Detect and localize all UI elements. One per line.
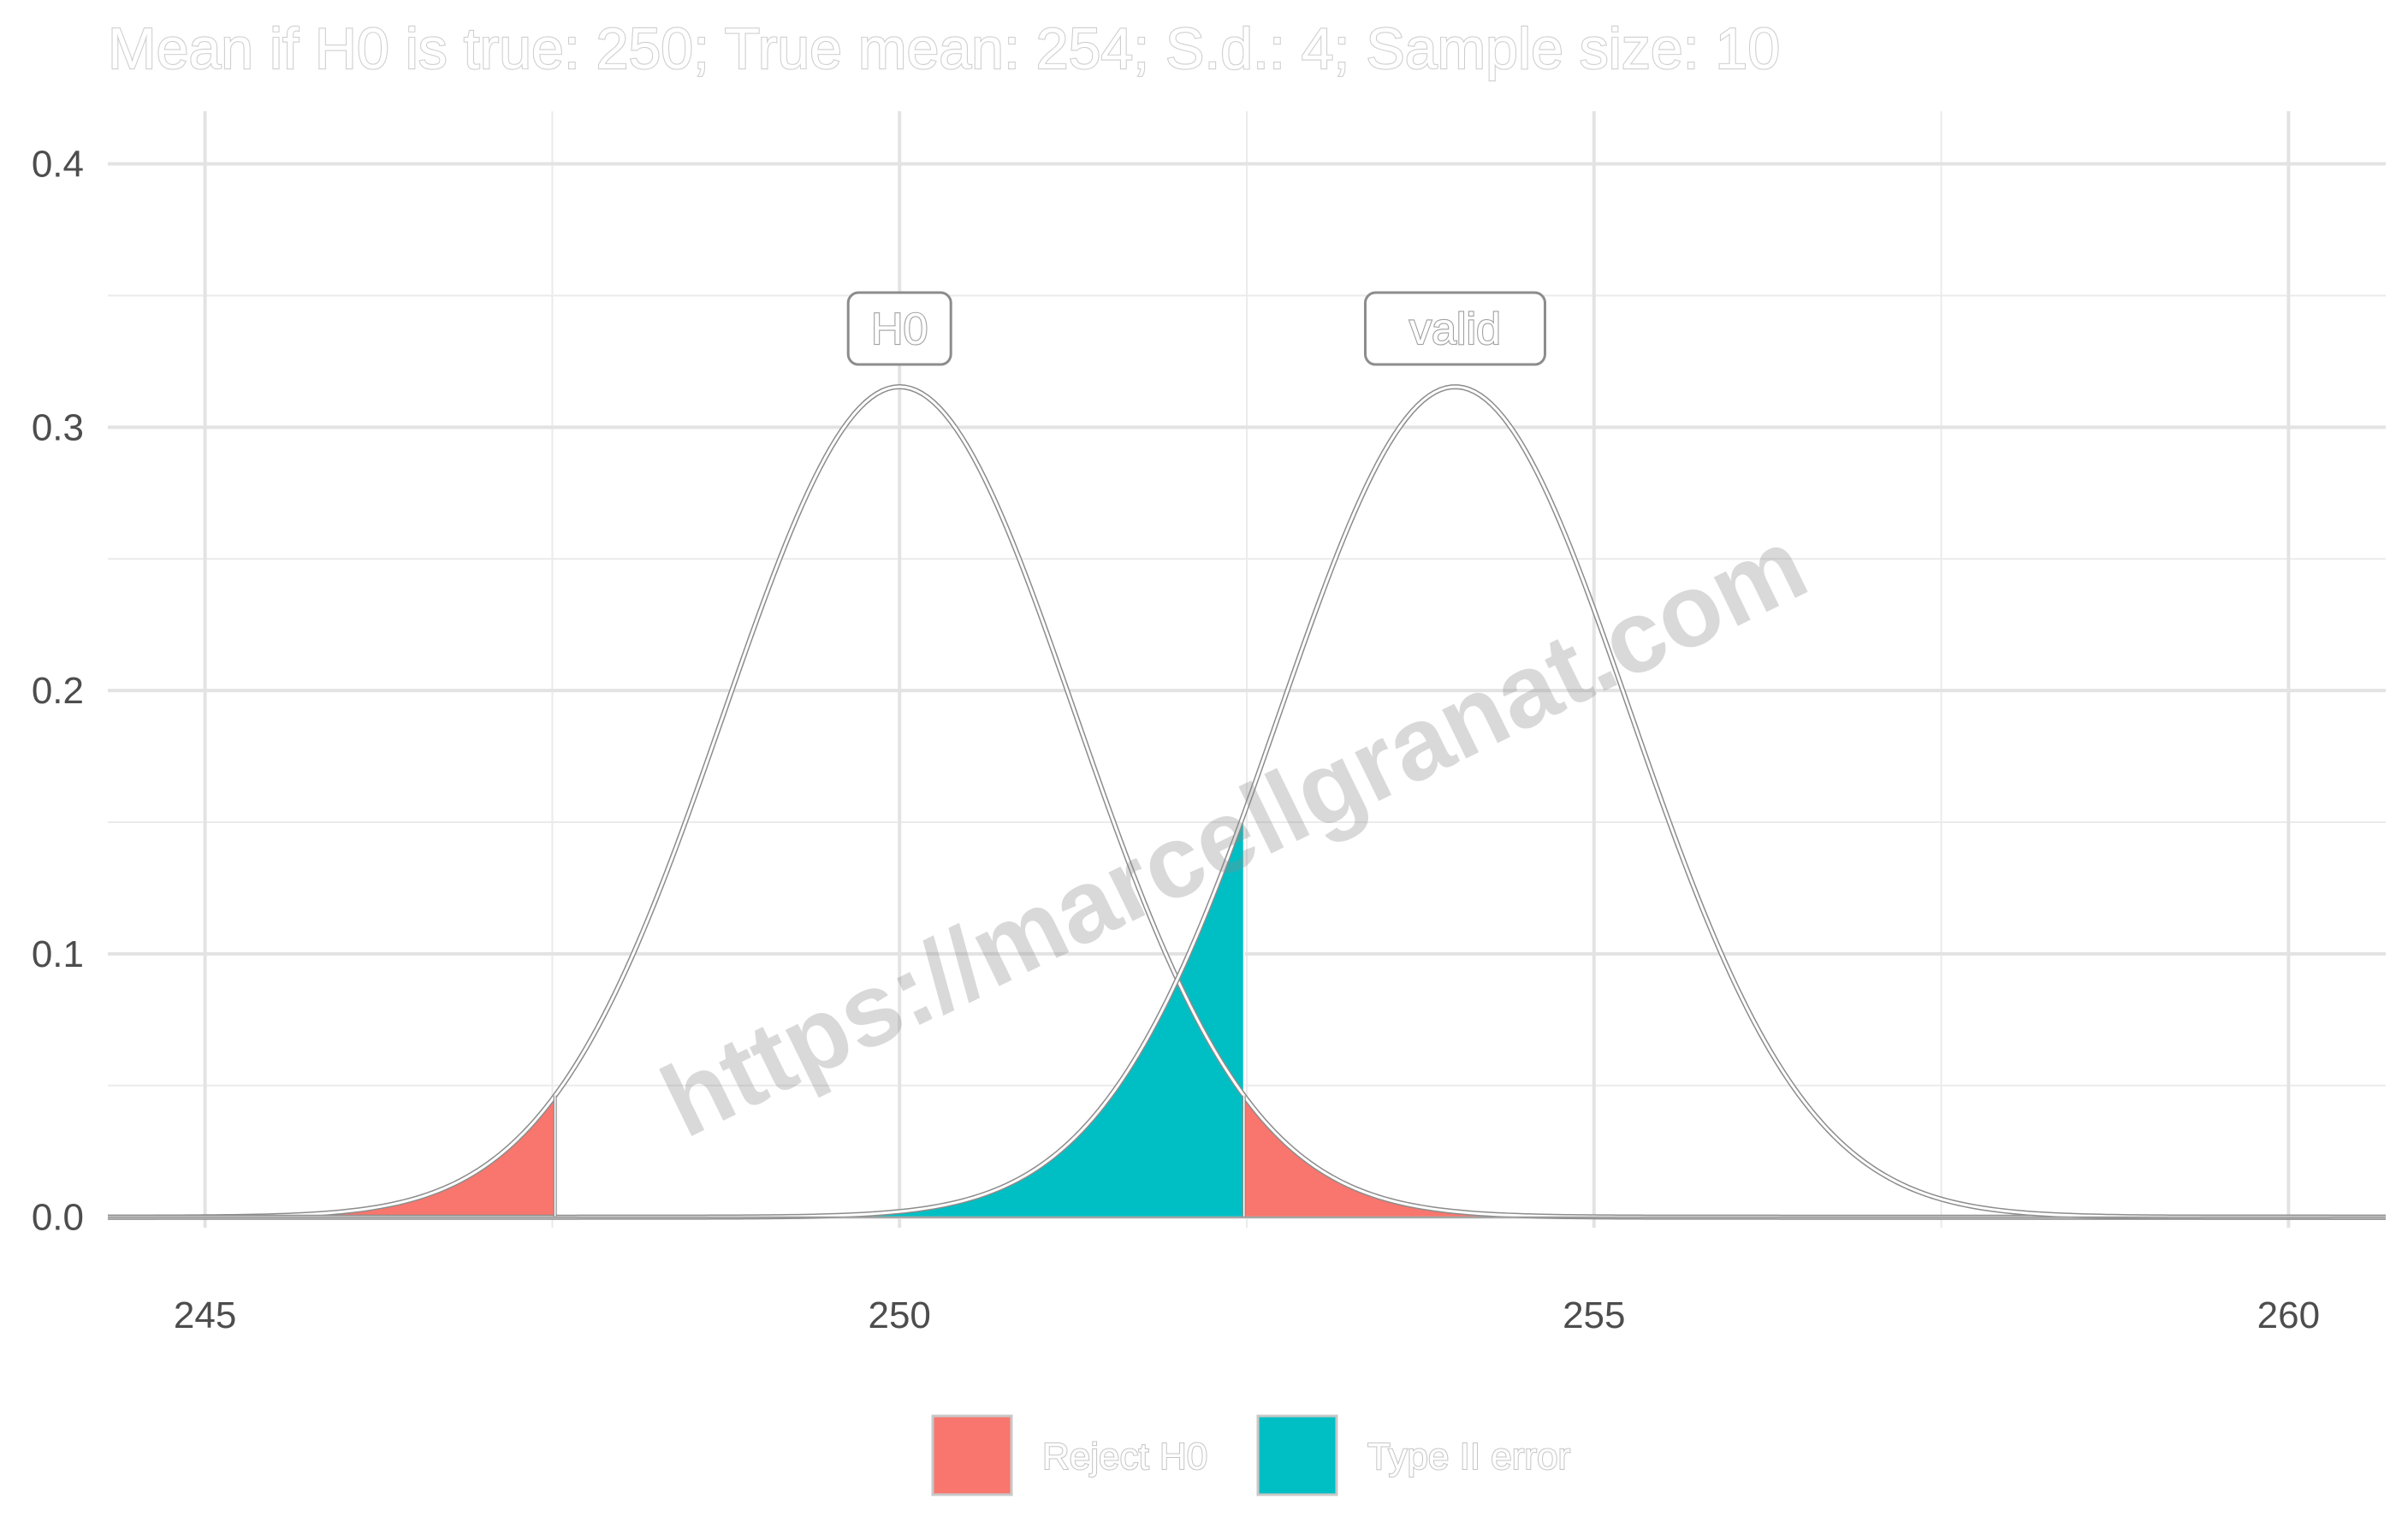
legend-key-2 xyxy=(1256,1414,1338,1496)
legend-label-2: Type II error xyxy=(1367,1436,1570,1478)
legend-key-1 xyxy=(931,1414,1013,1496)
curve-label-box xyxy=(846,291,952,366)
shaded-region-1 xyxy=(107,1093,556,1218)
y-tick-label: 0.1 xyxy=(32,933,84,975)
y-tick-label: 0.3 xyxy=(32,406,84,448)
axes: 245 250 255 260 0.0 0.1 0.2 0.3 0.4 xyxy=(32,144,2320,1336)
curve-label-box xyxy=(1363,291,1546,366)
grid xyxy=(108,111,2386,1228)
y-tick-label: 0.0 xyxy=(32,1197,84,1239)
y-tick-label: 0.4 xyxy=(32,144,84,186)
x-tick-label: 245 xyxy=(174,1294,236,1336)
curve-label-valid: valid xyxy=(1409,305,1501,354)
x-tick-label: 255 xyxy=(1563,1294,1625,1336)
chart-title: Mean if H0 is true: 250; True mean: 254;… xyxy=(108,16,1780,81)
legend-label-1: Reject H0 xyxy=(1042,1436,1207,1478)
x-tick-label: 260 xyxy=(2257,1294,2320,1336)
x-tick-label: 250 xyxy=(868,1294,930,1336)
y-tick-label: 0.2 xyxy=(32,670,84,712)
density-curves xyxy=(107,384,2386,1220)
curve-labels: H0 valid xyxy=(846,291,1546,366)
legend: Reject H0 Type II error xyxy=(931,1414,1571,1496)
curve-label-h0: H0 xyxy=(871,305,928,354)
